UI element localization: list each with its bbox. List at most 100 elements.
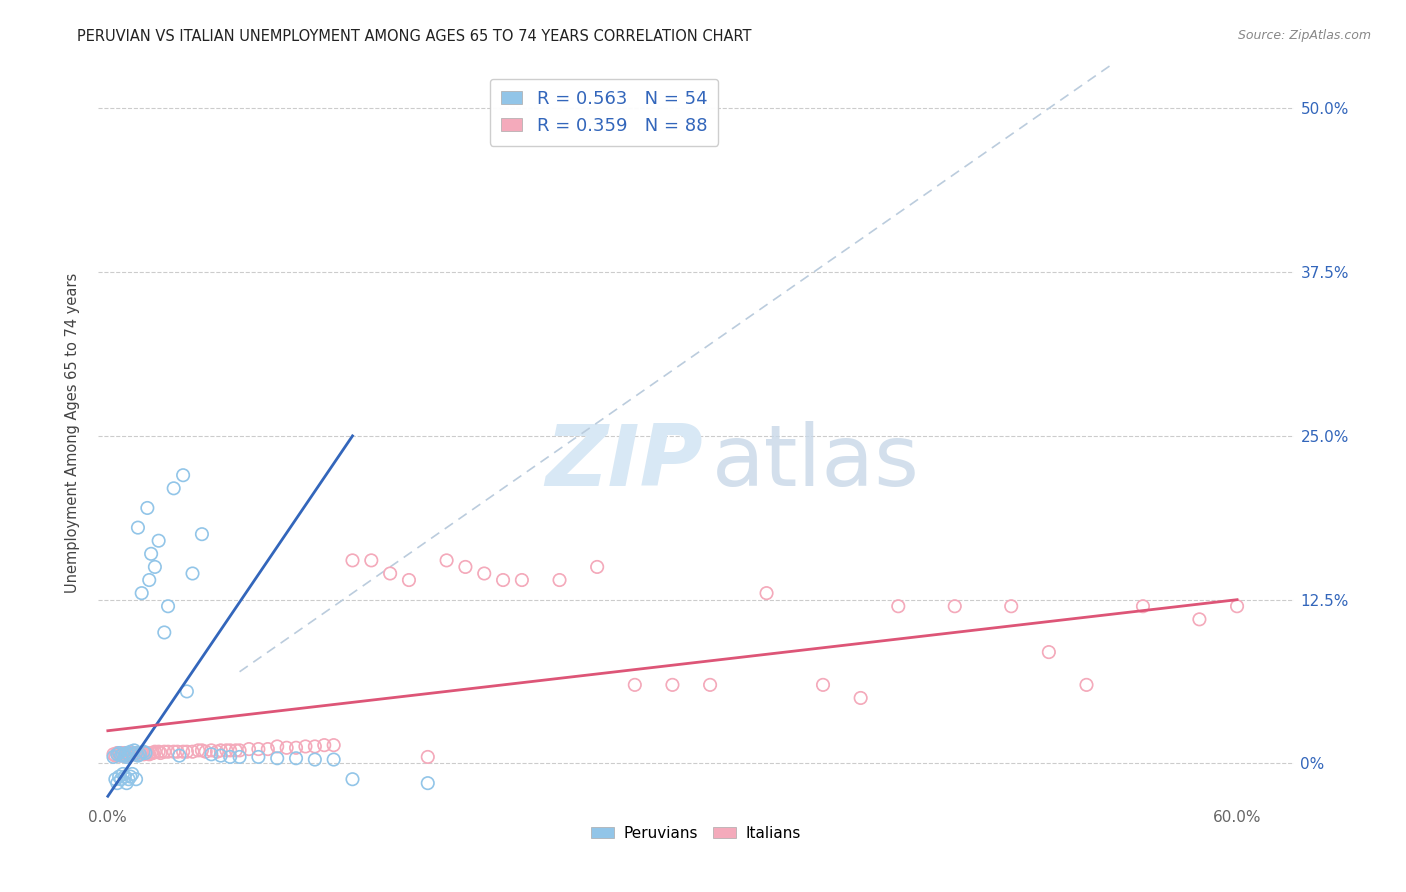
Point	[238, 742, 260, 756]
Point	[887, 599, 910, 614]
Point	[148, 745, 170, 759]
Point	[120, 747, 142, 762]
Point	[314, 738, 336, 752]
Point	[103, 750, 125, 764]
Point	[127, 521, 149, 535]
Point	[1226, 599, 1249, 614]
Point	[276, 740, 298, 755]
Point	[121, 747, 143, 762]
Point	[322, 753, 344, 767]
Point	[105, 746, 128, 760]
Point	[105, 776, 128, 790]
Point	[454, 560, 477, 574]
Point	[120, 746, 142, 760]
Point	[111, 747, 134, 762]
Point	[1000, 599, 1022, 614]
Point	[115, 747, 138, 762]
Point	[105, 746, 128, 760]
Point	[172, 468, 194, 483]
Point	[510, 573, 533, 587]
Point	[176, 745, 198, 759]
Point	[1188, 612, 1211, 626]
Point	[122, 747, 145, 762]
Point	[200, 743, 222, 757]
Point	[661, 678, 683, 692]
Point	[121, 767, 143, 781]
Point	[121, 747, 143, 762]
Point	[191, 743, 214, 757]
Point	[342, 553, 364, 567]
Point	[225, 743, 247, 757]
Point	[755, 586, 778, 600]
Point	[304, 753, 326, 767]
Point	[132, 745, 155, 759]
Point	[849, 690, 872, 705]
Point	[1000, 599, 1022, 614]
Point	[153, 625, 176, 640]
Point	[108, 770, 131, 784]
Point	[943, 599, 966, 614]
Point	[149, 746, 172, 760]
Point	[120, 747, 142, 762]
Point	[1132, 599, 1154, 614]
Point	[194, 745, 217, 759]
Point	[699, 678, 721, 692]
Point	[134, 746, 156, 760]
Point	[205, 745, 228, 759]
Point	[105, 747, 128, 762]
Point	[108, 748, 131, 763]
Point	[104, 748, 127, 763]
Point	[623, 678, 645, 692]
Point	[436, 553, 458, 567]
Point	[128, 747, 150, 762]
Point	[110, 772, 132, 787]
Point	[115, 750, 138, 764]
Point	[125, 747, 148, 762]
Point	[125, 747, 148, 762]
Point	[699, 678, 721, 692]
Point	[166, 745, 188, 759]
Point	[510, 573, 533, 587]
Point	[132, 747, 155, 762]
Point	[103, 747, 125, 762]
Point	[114, 746, 136, 760]
Point	[114, 747, 136, 762]
Point	[157, 599, 180, 614]
Point	[110, 746, 132, 760]
Point	[322, 738, 344, 752]
Point	[416, 750, 439, 764]
Point	[191, 743, 214, 757]
Point	[120, 745, 142, 759]
Point	[143, 560, 166, 574]
Point	[111, 747, 134, 762]
Point	[304, 739, 326, 754]
Point	[294, 739, 316, 754]
Point	[1188, 612, 1211, 626]
Point	[108, 748, 131, 763]
Point	[849, 690, 872, 705]
Point	[110, 748, 132, 763]
Point	[285, 740, 308, 755]
Point	[115, 746, 138, 760]
Point	[187, 743, 209, 757]
Point	[266, 739, 288, 754]
Point	[117, 747, 139, 762]
Point	[187, 743, 209, 757]
Point	[492, 573, 515, 587]
Point	[108, 747, 131, 762]
Point	[127, 746, 149, 760]
Point	[247, 750, 270, 764]
Point	[943, 599, 966, 614]
Point	[111, 767, 134, 781]
Point	[176, 684, 198, 698]
Point	[121, 746, 143, 760]
Point	[136, 500, 159, 515]
Point	[131, 746, 153, 760]
Point	[360, 553, 382, 567]
Point	[115, 748, 138, 763]
Point	[181, 745, 204, 759]
Point	[294, 739, 316, 754]
Point	[172, 745, 194, 759]
Point	[172, 745, 194, 759]
Point	[120, 770, 142, 784]
